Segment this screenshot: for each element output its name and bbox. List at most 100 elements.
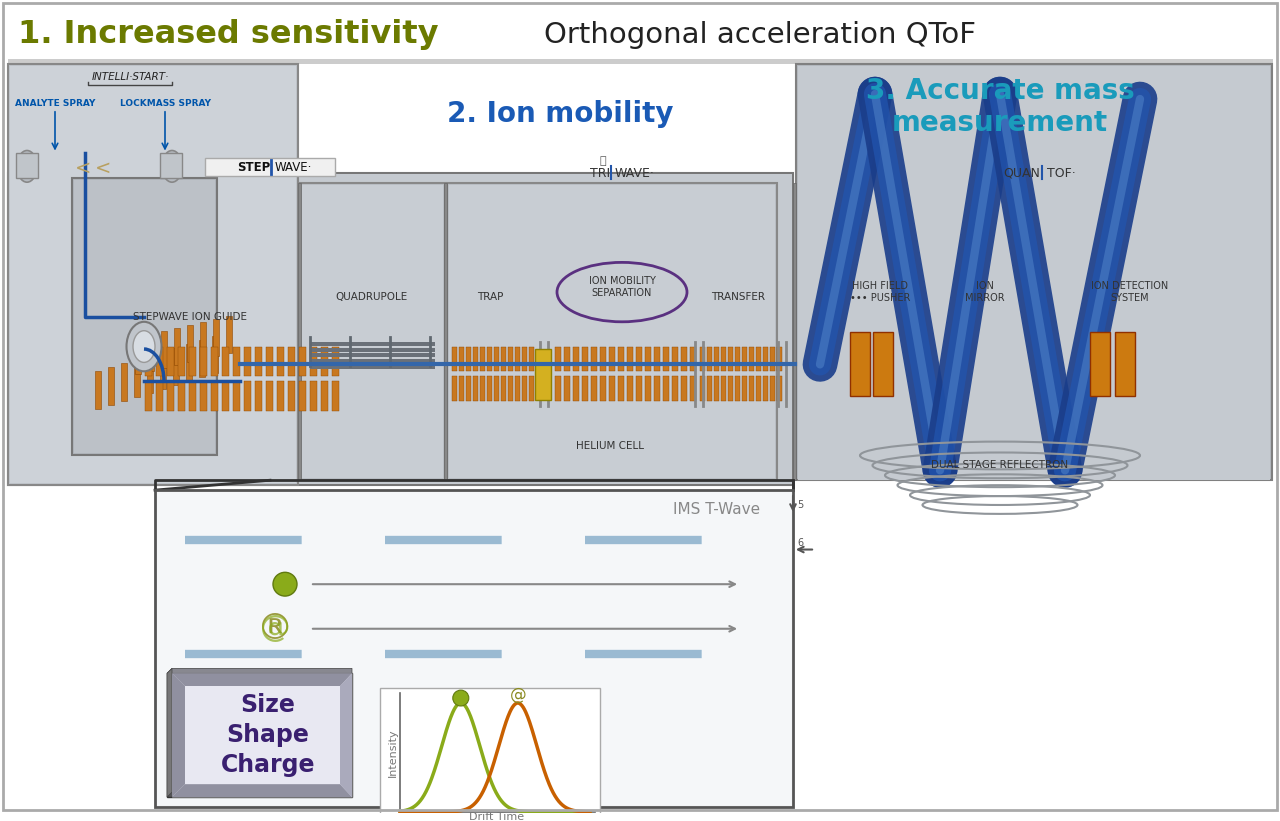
Bar [160, 351, 166, 389]
Text: 3. Accurate mass
measurement: 3. Accurate mass measurement [865, 76, 1134, 137]
Bar [200, 381, 207, 411]
Bar [600, 376, 605, 401]
Ellipse shape [17, 150, 37, 182]
Bar [460, 376, 465, 401]
Text: Charge: Charge [220, 754, 315, 777]
Bar [690, 376, 696, 401]
Bar [582, 376, 588, 401]
Text: TRAP: TRAP [477, 292, 503, 302]
Bar [582, 346, 588, 371]
Bar [763, 346, 768, 371]
Bar [302, 186, 443, 479]
Text: IMS T-Wave: IMS T-Wave [673, 502, 760, 517]
Bar [466, 346, 471, 371]
Bar [672, 346, 678, 371]
Bar [714, 346, 719, 371]
Polygon shape [340, 673, 352, 797]
Bar [310, 347, 435, 351]
Text: Orthogonal acceleration QToF: Orthogonal acceleration QToF [544, 21, 977, 48]
Text: QUAN: QUAN [1004, 167, 1039, 180]
Bar [108, 367, 114, 405]
Bar [187, 325, 193, 362]
Bar [535, 349, 550, 400]
Bar [310, 354, 435, 357]
Bar [244, 381, 251, 411]
Text: ION
MIRROR: ION MIRROR [965, 282, 1005, 303]
Text: TRI: TRI [590, 167, 611, 180]
Polygon shape [172, 673, 352, 686]
Bar [10, 67, 296, 484]
Text: STEP: STEP [237, 161, 270, 174]
Bar [321, 346, 328, 376]
Text: STEPWAVE ION GUIDE: STEPWAVE ION GUIDE [133, 312, 247, 322]
Bar [161, 331, 166, 369]
Bar [172, 673, 352, 797]
Bar [627, 376, 634, 401]
Bar [233, 381, 241, 411]
Bar [134, 360, 140, 397]
Bar [573, 346, 579, 371]
Bar [189, 381, 196, 411]
Bar [700, 376, 705, 401]
Polygon shape [166, 668, 172, 797]
Bar [609, 346, 614, 371]
Bar [850, 332, 870, 396]
Text: DUAL STAGE REFLECTRON: DUAL STAGE REFLECTRON [932, 461, 1069, 470]
Text: ANALYTE SPRAY: ANALYTE SPRAY [15, 99, 95, 108]
Bar [156, 381, 163, 411]
Bar [749, 376, 754, 401]
Text: WAVE·: WAVE· [275, 161, 312, 174]
Bar [310, 346, 317, 376]
Bar [211, 346, 218, 376]
Text: 2. Ion mobility: 2. Ion mobility [447, 100, 673, 128]
Bar [221, 346, 229, 376]
Bar [735, 376, 740, 401]
Bar [618, 346, 625, 371]
Bar [672, 376, 678, 401]
Text: LOCKMASS SPRAY: LOCKMASS SPRAY [119, 99, 210, 108]
Bar [742, 346, 748, 371]
Bar [721, 346, 726, 371]
Bar [749, 346, 754, 371]
Bar [255, 346, 262, 376]
Bar [145, 346, 152, 376]
Text: INTELLI·START·: INTELLI·START· [91, 72, 169, 82]
Bar [244, 346, 251, 376]
Bar [873, 332, 893, 396]
Bar [178, 346, 186, 376]
Bar [474, 376, 477, 401]
Bar [134, 337, 141, 374]
Bar [654, 346, 660, 371]
Bar [645, 376, 652, 401]
Bar [298, 183, 301, 480]
Bar [742, 376, 748, 401]
Bar [707, 376, 712, 401]
Bar [515, 346, 520, 371]
Bar [771, 346, 774, 371]
Ellipse shape [127, 322, 161, 371]
Bar [756, 346, 762, 371]
Text: <: < [95, 158, 111, 178]
Bar [714, 376, 719, 401]
Bar [186, 343, 192, 381]
Bar [480, 376, 485, 401]
Bar [74, 180, 215, 453]
Bar [288, 346, 294, 376]
Text: Intensity: Intensity [388, 728, 398, 777]
Bar [500, 346, 506, 371]
Polygon shape [166, 668, 352, 673]
Bar [556, 346, 561, 371]
Text: 5: 5 [797, 500, 804, 510]
Bar [310, 360, 435, 364]
Bar [728, 346, 733, 371]
Bar [452, 346, 457, 371]
Bar [8, 173, 794, 485]
Bar [515, 376, 520, 401]
Bar [212, 319, 219, 356]
Bar [645, 346, 652, 371]
Bar [486, 346, 492, 371]
Bar [156, 346, 163, 376]
Text: TRANSFER: TRANSFER [710, 292, 765, 302]
Bar [332, 381, 339, 411]
Bar [522, 346, 527, 371]
